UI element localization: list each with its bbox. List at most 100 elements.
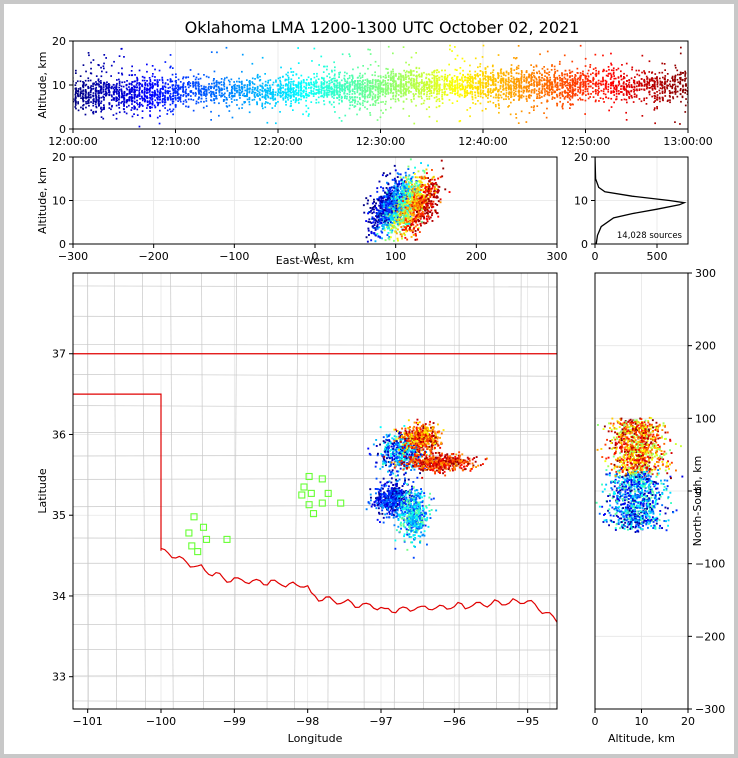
time-source-208 xyxy=(141,110,144,112)
time-source-3597 xyxy=(487,78,490,81)
time-source-374 xyxy=(131,88,134,90)
time-source-3641 xyxy=(489,77,492,79)
time-source-1170 xyxy=(210,110,212,113)
ew-source-134 xyxy=(373,224,376,226)
time-source-2379 xyxy=(336,84,339,87)
time-source-569 xyxy=(87,52,90,54)
time-source-234 xyxy=(152,73,154,75)
time-source-3302 xyxy=(518,89,520,92)
time-source-3147 xyxy=(479,65,481,68)
time-source-678 xyxy=(129,88,131,91)
time-source-4755 xyxy=(595,81,598,84)
time-source-1563 xyxy=(282,84,285,87)
time-source-4193 xyxy=(525,80,528,82)
time-source-1664 xyxy=(367,94,370,96)
time-source-4660 xyxy=(608,109,610,112)
time-source-286 xyxy=(166,109,169,112)
time-source-2344 xyxy=(328,87,330,90)
time-source-720 xyxy=(154,99,157,102)
time-source-2415 xyxy=(470,86,472,89)
time-source-2660 xyxy=(449,86,452,89)
time-source-148 xyxy=(169,108,171,111)
time-source-1459 xyxy=(233,81,235,83)
time-source-3893 xyxy=(546,91,549,93)
time-source-1780 xyxy=(308,113,310,115)
time-source-875 xyxy=(108,86,110,88)
time-source-2152 xyxy=(362,95,364,98)
time-source-789 xyxy=(92,94,95,97)
time-source-3957 xyxy=(566,91,568,94)
time-source-4293 xyxy=(586,88,589,90)
time-source-499 xyxy=(87,102,89,105)
time-source-446 xyxy=(117,90,120,93)
time-source-969 xyxy=(223,83,226,85)
time-source-445 xyxy=(115,85,117,88)
time-source-4505 xyxy=(607,83,610,86)
time-source-1055 xyxy=(234,89,236,92)
time-source-466 xyxy=(82,103,85,106)
time-source-1074 xyxy=(213,85,216,88)
time-source-3540 xyxy=(538,79,541,82)
time-source-2271 xyxy=(279,96,282,98)
time-source-1549 xyxy=(343,77,346,80)
ew-source-43 xyxy=(417,227,420,229)
time-source-3090 xyxy=(451,87,453,90)
time-source-2734 xyxy=(422,82,425,84)
time-source-4281 xyxy=(605,82,607,85)
time-source-742 xyxy=(85,83,88,86)
time-source-3960 xyxy=(515,93,517,96)
time-source-3231 xyxy=(390,70,393,73)
time-source-1416 xyxy=(251,90,254,93)
time-source-564 xyxy=(97,83,99,86)
time-source-4424 xyxy=(613,77,616,80)
time-source-4636 xyxy=(613,75,615,77)
time-source-1329 xyxy=(210,95,213,98)
time-source-4265 xyxy=(598,87,600,90)
time-source-367 xyxy=(118,101,120,104)
time-source-3693 xyxy=(544,83,546,86)
time-source-4149 xyxy=(508,91,511,93)
time-source-3808 xyxy=(495,86,497,89)
time-source-4488 xyxy=(599,97,602,99)
time-source-2212 xyxy=(326,86,329,89)
time-source-4140 xyxy=(487,82,490,85)
time-source-4527 xyxy=(656,79,659,82)
time-source-3276 xyxy=(438,85,441,87)
time-source-1349 xyxy=(213,102,216,104)
time-source-3158 xyxy=(446,94,448,96)
time-source-4405 xyxy=(672,97,675,100)
time-source-4097 xyxy=(485,83,487,86)
time-source-3439 xyxy=(509,84,512,86)
time-source-2356 xyxy=(287,93,289,96)
time-source-876 xyxy=(126,99,129,101)
time-source-4788 xyxy=(671,91,674,94)
time-source-354 xyxy=(162,81,164,84)
time-source-3448 xyxy=(497,103,500,105)
time-source-907 xyxy=(264,102,266,105)
time-source-3156 xyxy=(436,83,438,86)
time-source-1482 xyxy=(215,84,218,86)
time-source-289 xyxy=(112,92,115,95)
time-source-390 xyxy=(136,89,138,92)
time-source-2367 xyxy=(358,79,361,82)
time-source-4129 xyxy=(532,106,535,109)
time-source-3839 xyxy=(505,71,508,74)
time-source-4569 xyxy=(646,86,649,89)
time-source-4529 xyxy=(672,96,674,98)
time-source-4062 xyxy=(576,67,579,70)
time-source-4442 xyxy=(653,97,656,100)
time-source-2105 xyxy=(298,82,300,85)
time-source-4736 xyxy=(597,94,599,96)
time-source-1373 xyxy=(213,78,215,80)
time-source-2653 xyxy=(390,84,392,87)
time-source-3097 xyxy=(443,82,446,85)
time-source-1421 xyxy=(253,95,256,97)
time-source-2180 xyxy=(374,79,377,82)
time-source-4434 xyxy=(686,90,688,93)
time-source-1971 xyxy=(369,80,371,82)
time-source-2166 xyxy=(353,86,356,89)
time-source-3159 xyxy=(403,88,405,90)
time-source-2839 xyxy=(474,87,477,89)
time-source-1884 xyxy=(354,101,356,104)
time-source-4092 xyxy=(518,87,521,89)
